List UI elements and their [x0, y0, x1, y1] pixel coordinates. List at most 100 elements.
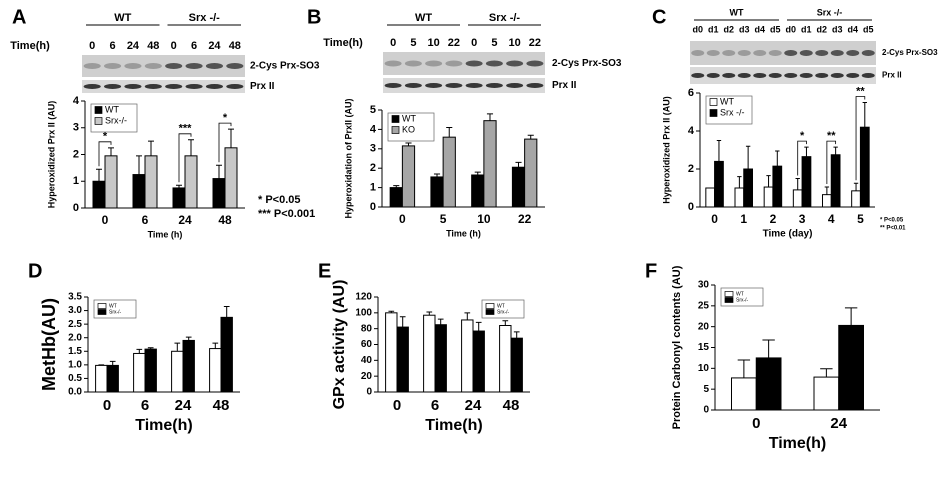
- bar: [822, 194, 832, 208]
- blot-band: [799, 50, 813, 56]
- y-tick-label: 80: [361, 323, 373, 334]
- x-tick-label: 2: [770, 212, 777, 226]
- significance-bracket: [797, 140, 807, 176]
- blot-band: [768, 73, 782, 78]
- y-tick-label: 2: [688, 163, 694, 175]
- error-bar: [515, 161, 522, 168]
- blot-lane-label: 6: [191, 40, 197, 52]
- blot-band: [706, 50, 720, 56]
- blot-band: [144, 84, 162, 89]
- legend-swatch: [485, 303, 495, 309]
- x-axis-label: Time (day): [763, 229, 813, 240]
- error-bar: [212, 342, 219, 349]
- x-tick-label: 24: [175, 397, 192, 414]
- panel-letter: F: [645, 260, 657, 282]
- blot-lane-label: d5: [770, 24, 781, 34]
- x-tick-label: 48: [503, 397, 520, 414]
- blot-band: [384, 83, 402, 88]
- legend-swatch: [97, 303, 107, 309]
- x-tick-label: 0: [752, 415, 760, 432]
- blot-lane-label: 48: [229, 40, 241, 52]
- blot-band: [737, 73, 751, 78]
- blot-lane-label: 0: [471, 37, 477, 49]
- y-tick-label: 20: [698, 321, 710, 332]
- p-value-note: * P<0.05: [258, 194, 301, 206]
- blot-lane-label: d0: [692, 24, 703, 34]
- x-tick-label: 0: [711, 212, 718, 226]
- y-tick-label: 0.5: [68, 373, 82, 384]
- blot-lane-label: 5: [491, 37, 497, 49]
- blot-band: [83, 84, 101, 89]
- bar: [92, 180, 106, 209]
- y-tick-label: 0: [73, 202, 79, 214]
- blot-band: [506, 83, 524, 88]
- blot-band: [465, 60, 483, 67]
- bar: [705, 187, 716, 208]
- y-tick-label: 120: [355, 292, 372, 303]
- significance-mark: *: [223, 112, 228, 124]
- blot-lane-label: d3: [739, 24, 750, 34]
- legend-label: WT: [497, 303, 505, 309]
- y-axis-label: Hyperoxidation of PrxII (AU): [343, 98, 353, 218]
- x-axis-label: Time (h): [148, 229, 183, 239]
- legend-swatch: [709, 98, 718, 106]
- error-bar: [216, 164, 222, 179]
- y-tick-label: 30: [698, 280, 710, 291]
- blot-group-label: WT: [730, 7, 744, 17]
- blot-band: [691, 73, 705, 78]
- legend-swatch: [94, 117, 103, 125]
- legend-swatch: [391, 126, 400, 134]
- bar: [396, 326, 409, 393]
- bar: [830, 154, 841, 208]
- y-tick-label: 0.0: [68, 387, 82, 398]
- blot-lane-label: 48: [147, 40, 159, 52]
- bar: [106, 364, 119, 393]
- error-bar: [176, 184, 182, 188]
- bar: [401, 145, 416, 208]
- error-bar: [820, 368, 833, 378]
- blot-lane-label: 0: [89, 40, 95, 52]
- p-value-note: ** P<0.01: [880, 226, 906, 232]
- bar: [838, 324, 864, 411]
- blot-band: [226, 84, 244, 89]
- blot-band: [830, 73, 844, 78]
- bar: [813, 376, 840, 411]
- error-bar: [136, 155, 142, 175]
- blot-band: [815, 50, 829, 56]
- error-bar: [437, 318, 444, 325]
- bar: [224, 147, 238, 209]
- p-value-note: *** P<0.001: [258, 208, 315, 220]
- y-tick-label: 1.0: [68, 359, 82, 370]
- blot-lane-label: d1: [708, 24, 719, 34]
- legend-swatch: [391, 115, 400, 123]
- panel-letter: A: [12, 6, 26, 28]
- error-bar: [844, 307, 858, 326]
- bar: [389, 187, 403, 208]
- blot-band: [722, 73, 736, 78]
- bar: [442, 136, 456, 208]
- y-tick-label: 15: [698, 342, 710, 353]
- blot-band: [784, 73, 798, 78]
- blot-lane-label: 22: [448, 37, 460, 49]
- legend-label: Srx-/-: [497, 309, 510, 315]
- error-bar: [862, 102, 867, 128]
- x-tick-label: 6: [431, 397, 439, 414]
- x-tick-label: 0: [103, 397, 111, 414]
- x-tick-label: 3: [799, 212, 806, 226]
- blot-lane-label: 6: [110, 40, 116, 52]
- bar: [220, 316, 233, 393]
- significance-bracket: [218, 122, 232, 163]
- blot-row-label: Prx II: [882, 71, 902, 80]
- significance-mark: **: [856, 85, 865, 97]
- error-bar: [405, 142, 412, 146]
- blot-band: [753, 50, 767, 56]
- y-axis-label: Protein Carbonyl contents (AU): [671, 265, 683, 429]
- blot-strip: [690, 41, 876, 65]
- error-bar: [109, 360, 116, 366]
- y-tick-label: 25: [698, 300, 710, 311]
- blot-band: [526, 60, 544, 67]
- error-bar: [486, 113, 494, 121]
- error-bar: [716, 140, 722, 162]
- blot-lane-label: d4: [847, 24, 858, 34]
- y-axis-label: MetHb(AU): [39, 298, 59, 391]
